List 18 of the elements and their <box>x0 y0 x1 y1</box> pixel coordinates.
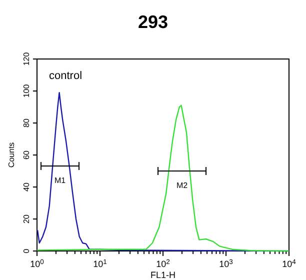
y-tick-label: 60 <box>22 150 31 160</box>
x-axis-title: FL1-H <box>150 270 176 280</box>
annotation: M1 <box>54 176 66 185</box>
y-axis-title: Counts <box>7 142 16 168</box>
x-tick-label: 10$^{1}$ <box>93 258 108 269</box>
x-tick-label: 10$^{3}$ <box>219 258 234 269</box>
y-tick-label: 0 <box>22 248 31 254</box>
x-tick-label: 10$^{2}$ <box>156 258 170 269</box>
annotation: M2 <box>176 181 188 190</box>
annotation: control <box>49 70 82 82</box>
x-tick-label: 10$^{0}$ <box>30 258 44 269</box>
chart-title: 293 <box>138 12 168 32</box>
y-tick-label: 20 <box>22 214 31 224</box>
y-tick-label: 40 <box>22 182 31 192</box>
x-tick-label: 10$^{4}$ <box>282 258 296 269</box>
y-tick-label: 100 <box>22 84 31 98</box>
y-tick-label: 80 <box>22 118 31 128</box>
y-tick-label: 120 <box>22 52 31 66</box>
